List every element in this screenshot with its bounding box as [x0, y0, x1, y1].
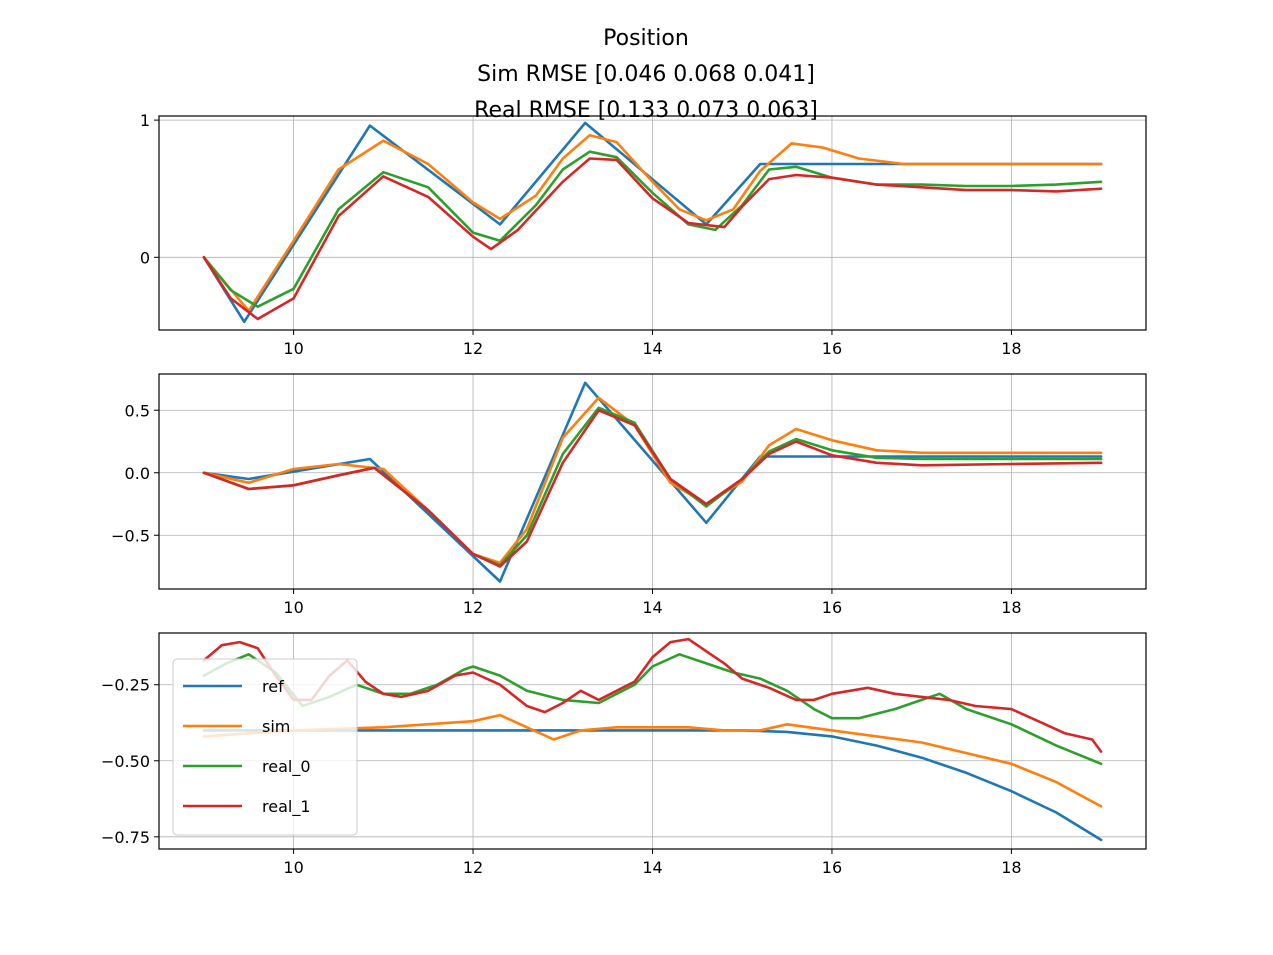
x-tick-label: 18 [1001, 339, 1021, 358]
legend-label-ref: ref [262, 677, 284, 696]
legend-label-sim: sim [262, 717, 290, 736]
series-line-ref [202, 729, 1103, 842]
x-tick-label: 12 [463, 598, 483, 617]
legend: ref sim real_0 real_1 [172, 658, 358, 836]
y-tick-label: −0.50 [101, 752, 150, 771]
x-tick-label: 14 [642, 858, 662, 877]
chart-title-line-2: Sim RMSE [0.046 0.068 0.041] [477, 62, 815, 87]
series-line-ref [202, 121, 1103, 324]
series-group [202, 121, 1103, 324]
x-tick-label: 12 [463, 339, 483, 358]
y-tick-label: 0.0 [125, 464, 150, 483]
series-line-sim [202, 133, 1103, 313]
x-tick-label: 18 [1001, 598, 1021, 617]
y-tick-label: 1 [140, 111, 150, 130]
x-tick-label: 18 [1001, 858, 1021, 877]
series-line-sim [202, 713, 1103, 808]
x-tick-label: 10 [283, 858, 303, 877]
x-tick-label: 16 [822, 339, 842, 358]
series-line-real_0 [202, 150, 1103, 309]
y-tick-label: 0.5 [125, 401, 150, 420]
series-group [202, 381, 1103, 583]
series-line-sim [202, 396, 1103, 565]
x-tick-label: 10 [283, 339, 303, 358]
x-tick-label: 14 [642, 339, 662, 358]
series-line-real_1 [202, 157, 1103, 321]
x-tick-label: 10 [283, 598, 303, 617]
legend-label-real_1: real_1 [262, 797, 311, 817]
chart-title-line-1: Position [603, 26, 689, 51]
x-tick-label: 14 [642, 598, 662, 617]
chart-title-line-3: Real RMSE [0.133 0.073 0.063] [474, 98, 818, 123]
axes-layer: 10 12 14 16 18 0 1 10 12 14 16 18 0.5 0.0 −0.5 10 12 14 16… [101, 111, 1147, 877]
x-tick-label: 16 [822, 598, 842, 617]
legend-box [172, 658, 358, 836]
y-tick-label: 0 [140, 248, 150, 267]
x-tick-label: 16 [822, 858, 842, 877]
x-tick-label: 12 [463, 858, 483, 877]
y-tick-label: −0.75 [101, 828, 150, 847]
y-tick-label: −0.5 [111, 526, 150, 545]
legend-label-real_0: real_0 [262, 757, 311, 777]
subplot-2: 10 12 14 16 18 0.5 0.0 −0.5 [111, 373, 1147, 617]
subplot-1: 10 12 14 16 18 0 1 [140, 111, 1147, 358]
y-tick-label: −0.25 [101, 676, 150, 695]
series-line-real_1 [202, 408, 1103, 568]
